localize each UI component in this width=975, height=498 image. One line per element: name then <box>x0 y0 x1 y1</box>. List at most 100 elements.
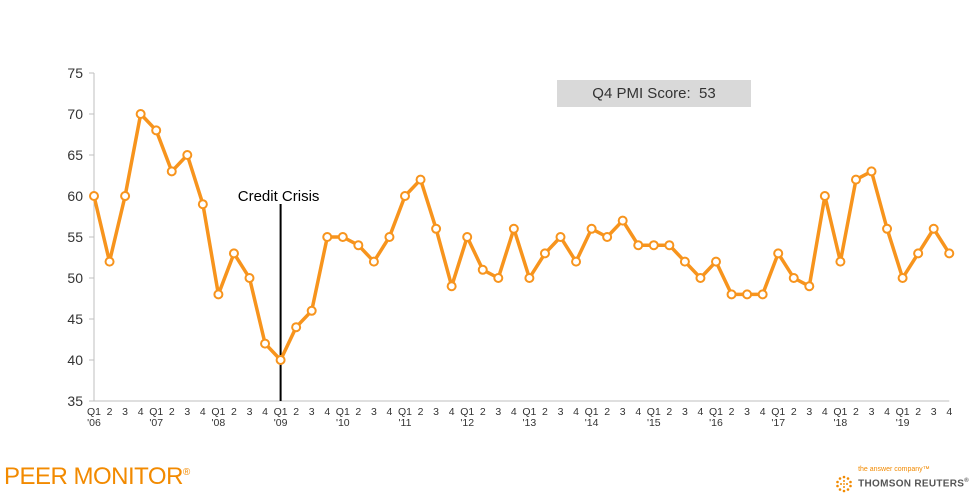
x-tick-label: Q1 <box>647 406 661 418</box>
x-tick-label: Q1 <box>709 406 723 418</box>
y-axis: 35 40 45 50 55 60 65 70 75 <box>67 65 95 409</box>
x-tick-label: 3 <box>620 406 626 418</box>
x-tick-label: Q1 <box>585 406 599 418</box>
x-tick-label: 3 <box>869 406 875 418</box>
x-year-label: '15 <box>647 417 661 429</box>
x-year-label: '10 <box>336 417 350 429</box>
x-tick-label: Q1 <box>274 406 288 418</box>
pmi-data-point <box>742 289 753 300</box>
pmi-data-point <box>679 256 690 267</box>
x-year-label: '09 <box>274 417 288 429</box>
x-tick-label: Q1 <box>211 406 225 418</box>
x-tick-label: 2 <box>293 406 299 418</box>
pmi-data-point <box>711 256 721 267</box>
pmi-data-point <box>400 191 410 201</box>
x-tick-label: 3 <box>184 406 190 418</box>
pmi-data-point <box>804 281 815 292</box>
x-tick-label: 4 <box>946 406 952 418</box>
x-year-label: '18 <box>834 417 848 429</box>
x-tick-label: 4 <box>573 406 579 418</box>
x-tick-label: 4 <box>635 406 641 418</box>
pmi-data-point <box>120 191 131 201</box>
pmi-data-point <box>306 305 317 316</box>
pmi-data-point <box>446 281 457 292</box>
x-tick-label: 2 <box>480 406 486 418</box>
x-tick-label: 2 <box>542 406 548 418</box>
x-tick-label: 4 <box>884 406 890 418</box>
pmi-data-point <box>571 256 582 267</box>
q4-pmi-score-box: Q4 PMI Score: 53 <box>557 80 751 107</box>
x-tick-label: Q1 <box>833 406 847 418</box>
pmi-data-point <box>586 223 597 234</box>
pmi-data-point <box>353 240 364 251</box>
x-tick-label: 4 <box>324 406 330 418</box>
pmi-data-point <box>197 199 208 210</box>
x-tick-label: Q1 <box>87 406 101 418</box>
x-tick-label: 3 <box>247 406 253 418</box>
x-tick-label: 3 <box>558 406 564 418</box>
pmi-data-point <box>135 109 146 119</box>
peer-monitor-logo: PEER MONITOR® <box>4 463 190 491</box>
y-tick-label: 55 <box>67 229 83 245</box>
x-tick-label: 2 <box>729 406 735 418</box>
x-axis: Q1 2 3 4 Q1 2 3 4 Q1 2 3 4 Q1 2 3 4 Q1 2 3 4 Q1 2 3 4 Q1 2 3 4 Q1 2 3 4… <box>87 400 952 429</box>
x-tick-label: 3 <box>495 406 501 418</box>
credit-crisis-label: Credit Crisis <box>238 188 320 205</box>
pmi-data-point <box>477 264 488 275</box>
x-tick-label: 3 <box>806 406 812 418</box>
pmi-data-point <box>944 248 955 259</box>
x-year-label: '08 <box>212 417 226 429</box>
y-tick-label: 75 <box>67 65 83 81</box>
credit-crisis-annotation: Credit Crisis <box>238 188 320 401</box>
y-tick-label: 45 <box>67 311 83 327</box>
pmi-data-point <box>819 191 830 201</box>
peer-monitor-text: PEER MONITOR <box>4 463 183 490</box>
x-year-label: '14 <box>585 417 599 429</box>
pmi-data-point <box>897 273 908 283</box>
pmi-data-point <box>462 232 473 242</box>
pmi-data-point <box>788 273 799 283</box>
x-tick-label: Q1 <box>336 406 350 418</box>
x-tick-label: Q1 <box>398 406 412 418</box>
pmi-data-point <box>913 248 924 259</box>
pmi-data-point <box>633 240 644 251</box>
pmi-data-point <box>493 273 504 283</box>
y-tick-label: 70 <box>67 106 83 122</box>
x-tick-label: 3 <box>744 406 750 418</box>
pmi-data-point <box>182 150 193 160</box>
pmi-data-point <box>415 174 426 185</box>
x-tick-label: 2 <box>231 406 237 418</box>
x-tick-label: 2 <box>666 406 672 418</box>
x-tick-label: 4 <box>387 406 393 418</box>
pmi-data-point <box>664 240 675 251</box>
x-tick-label: 2 <box>915 406 921 418</box>
x-tick-label: Q1 <box>522 406 536 418</box>
pmi-data-point <box>151 125 162 136</box>
pmi-data-point <box>431 223 442 234</box>
x-year-label: '16 <box>709 417 723 429</box>
pmi-data-point <box>617 215 628 226</box>
pmi-data-point <box>835 256 846 267</box>
pmi-data-point <box>275 355 286 365</box>
pmi-data-point <box>260 338 271 349</box>
pmi-data-point <box>928 223 939 234</box>
x-tick-label: 2 <box>418 406 424 418</box>
y-tick-label: 50 <box>67 270 83 286</box>
x-year-label: '19 <box>896 417 910 429</box>
pmi-data-point <box>228 248 239 259</box>
x-tick-label: Q1 <box>149 406 163 418</box>
peer-monitor-registered-mark: ® <box>182 467 190 478</box>
x-tick-label: 2 <box>169 406 175 418</box>
pmi-data-point <box>524 273 535 283</box>
pmi-data-point <box>104 256 115 267</box>
pmi-data-point <box>866 166 877 177</box>
x-tick-label: 2 <box>604 406 610 418</box>
y-tick-label: 65 <box>67 147 83 163</box>
x-year-label: '17 <box>771 417 785 429</box>
thomson-reuters-dot-icon <box>836 475 852 493</box>
x-tick-label: 3 <box>309 406 315 418</box>
pmi-data-point <box>244 273 255 283</box>
x-tick-label: Q1 <box>771 406 785 418</box>
pmi-data-point <box>368 256 379 267</box>
